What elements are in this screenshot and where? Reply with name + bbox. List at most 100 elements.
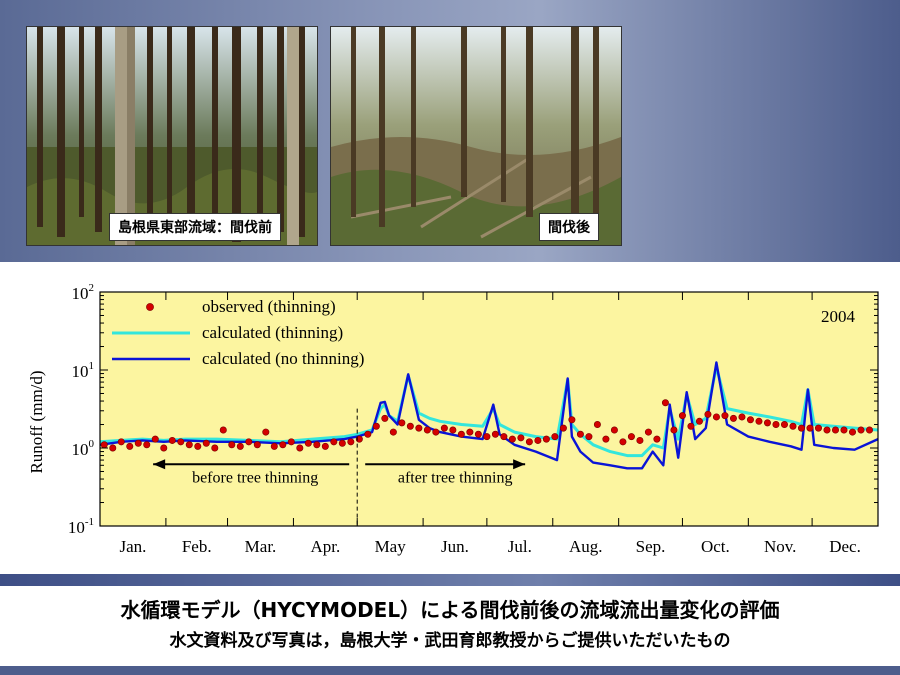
- runoff-chart: before tree thinning after tree thinning …: [27, 282, 879, 556]
- observed-point: [253, 441, 261, 449]
- x-tick-label: Aug.: [569, 537, 603, 556]
- observed-point: [678, 412, 686, 420]
- year-label: 2004: [821, 307, 856, 326]
- x-tick-label: Apr.: [310, 537, 340, 556]
- observed-point: [389, 428, 397, 436]
- photo-after-thinning: 間伐後: [330, 26, 622, 246]
- observed-point: [585, 433, 593, 441]
- x-tick-label: Mar.: [245, 537, 277, 556]
- observed-point: [100, 441, 108, 449]
- observed-point: [551, 433, 559, 441]
- observed-point: [219, 426, 227, 434]
- observed-point: [755, 417, 763, 425]
- x-tick-label: May: [375, 537, 407, 556]
- observed-point: [576, 430, 584, 438]
- chart-area: before tree thinning after tree thinning …: [0, 262, 900, 574]
- footer: 水循環モデル（HYCYMODEL）による間伐前後の流域流出量変化の評価 水文資料…: [0, 586, 900, 675]
- photo-caption-before: 島根県東部流域：間伐前: [109, 213, 281, 241]
- observed-point: [415, 424, 423, 432]
- legend-label: calculated (no thinning): [202, 349, 364, 368]
- arrow-after-head: [513, 459, 526, 470]
- observed-point: [194, 442, 202, 450]
- observed-point: [143, 441, 151, 449]
- plot-background: [100, 292, 878, 526]
- observed-point: [610, 426, 618, 434]
- observed-point: [406, 422, 414, 430]
- observed-point: [687, 422, 695, 430]
- observed-point: [483, 433, 491, 441]
- footer-title: 水循環モデル（HYCYMODEL）による間伐前後の流域流出量変化の評価: [120, 598, 780, 622]
- observed-point: [772, 421, 780, 429]
- observed-point: [330, 438, 338, 446]
- forest-dense-image: [27, 27, 317, 245]
- y-tick-label: 100: [72, 438, 95, 459]
- observed-point: [355, 435, 363, 443]
- observed-point: [508, 435, 516, 443]
- footer-subtitle: 水文資料及び写真は，島根大学・武田育郎教授からご提供いただいたもの: [169, 631, 731, 651]
- observed-point: [542, 435, 550, 443]
- observed-point: [525, 438, 533, 446]
- observed-point: [517, 434, 525, 442]
- observed-point: [449, 426, 457, 434]
- observed-point: [670, 426, 678, 434]
- observed-point: [814, 424, 822, 432]
- observed-point: [568, 416, 576, 424]
- observed-point: [474, 430, 482, 438]
- observed-point: [168, 436, 176, 444]
- observed-point: [364, 430, 372, 438]
- x-tick-label: Jan.: [119, 537, 146, 556]
- observed-point: [848, 428, 856, 436]
- observed-point: [279, 441, 287, 449]
- observed-point: [823, 426, 831, 434]
- observed-point: [593, 421, 601, 429]
- observed-point: [500, 433, 508, 441]
- after-thinning-label: after tree thinning: [398, 470, 513, 487]
- legend-label: observed (thinning): [202, 297, 336, 316]
- observed-point: [644, 428, 652, 436]
- legend-label: calculated (thinning): [202, 323, 343, 342]
- observed-point: [313, 441, 321, 449]
- observed-point: [134, 439, 142, 447]
- observed-point: [695, 417, 703, 425]
- arrow-before-head: [153, 459, 166, 470]
- observed-point: [619, 438, 627, 446]
- observed-point: [177, 438, 185, 446]
- observed-point: [729, 414, 737, 422]
- observed-point: [661, 399, 669, 407]
- observed-point: [653, 435, 661, 443]
- x-tick-label: Nov.: [764, 537, 796, 556]
- observed-point: [287, 438, 295, 446]
- observed-point: [432, 428, 440, 436]
- y-tick-label: 101: [72, 360, 95, 381]
- footer-divider: [0, 574, 900, 586]
- observed-point: [704, 410, 712, 418]
- observed-point: [627, 433, 635, 441]
- x-tick-label: Feb.: [182, 537, 212, 556]
- observed-point: [491, 430, 499, 438]
- observed-point: [296, 444, 304, 452]
- plot-frame: [99, 291, 879, 527]
- observed-point: [321, 442, 329, 450]
- observed-point: [347, 438, 355, 446]
- observed-point: [440, 424, 448, 432]
- y-tick-label: 10-1: [68, 516, 94, 537]
- observed-point: [160, 444, 168, 452]
- x-tick-label: Oct.: [701, 537, 730, 556]
- observed-point: [304, 439, 312, 447]
- observed-point: [185, 441, 193, 449]
- observed-point: [721, 412, 729, 420]
- observed-point: [236, 442, 244, 450]
- observed-point: [559, 424, 567, 432]
- observed-point: [117, 438, 125, 446]
- y-tick-label: 102: [72, 282, 95, 303]
- observed-point: [457, 430, 465, 438]
- observed-point: [381, 414, 389, 422]
- observed-point: [338, 439, 346, 447]
- observed-point: [109, 444, 117, 452]
- observed-point: [423, 426, 431, 434]
- observed-point: [270, 442, 278, 450]
- observed-point: [602, 435, 610, 443]
- observed-point: [466, 428, 474, 436]
- observed-point: [712, 413, 720, 421]
- y-axis-label: Runoff (mm/d): [27, 370, 46, 473]
